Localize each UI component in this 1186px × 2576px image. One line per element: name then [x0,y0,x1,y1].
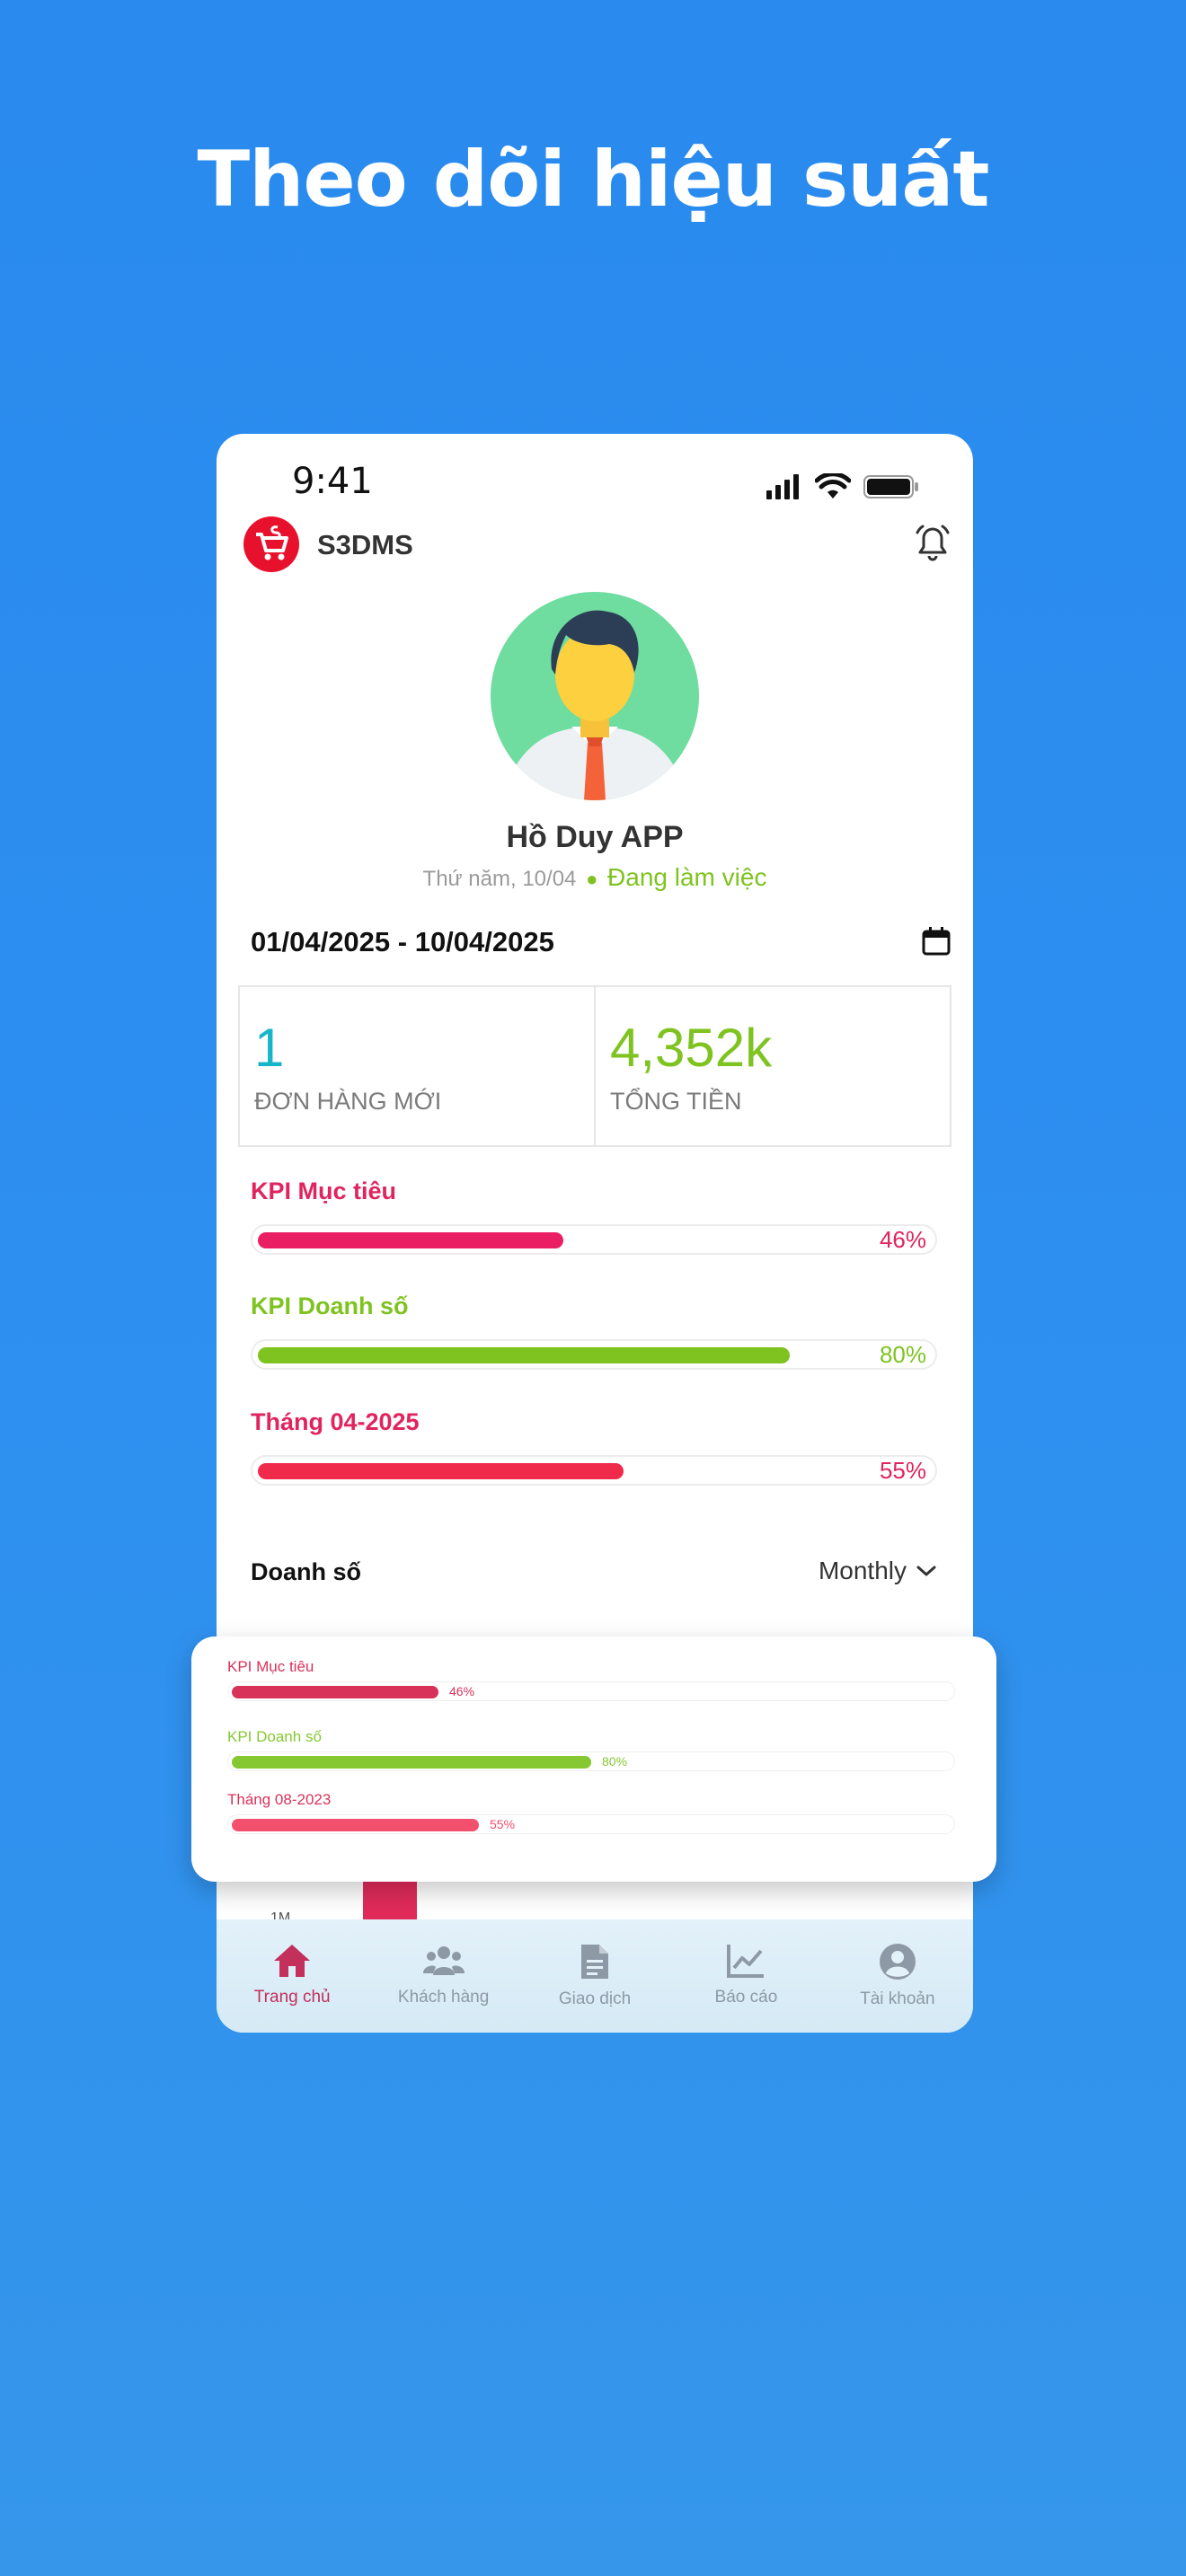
notification-button[interactable] [912,522,953,569]
nav-label: Trang chủ [253,1988,331,2007]
app-logo [243,516,299,572]
bell-icon [916,525,950,561]
status-time: 9:41 [292,461,373,502]
wifi-icon [815,473,851,498]
card-kpi-target: KPI Mục tiêu 46% [227,1658,955,1701]
card-progress-track: 55% [227,1814,955,1834]
user-date: 10/04 [522,867,577,891]
avatar[interactable] [491,592,699,800]
kpi-overlay-card: KPI Mục tiêu 46% KPI Doanh số 80% Tháng … [191,1636,996,1882]
card-progress-fill [232,1686,438,1698]
calendar-icon [922,927,951,956]
kpi-title: Tháng 04-2025 [251,1408,420,1435]
status-icons [766,473,919,500]
calendar-button[interactable] [921,926,951,961]
stat-label: TỔNG TIỀN [610,1088,742,1115]
signal-icon [766,474,799,499]
kpi-progress-fill [258,1463,624,1479]
kpi-title: KPI Doanh số [251,1292,409,1319]
card-progress-fill [232,1819,479,1831]
headline: Theo dõi hiệu suất [197,135,989,225]
card-kpi-sales: KPI Doanh số 80% [227,1728,955,1771]
user-meta: Thứ năm, 10/04 ● Đang làm việc [217,863,973,892]
user-status: Đang làm việc [607,863,767,891]
nav-reports[interactable]: Báo cáo [670,1919,821,2033]
stats-panel: 1 ĐƠN HÀNG MỚI 4,352k TỔNG TIỀN [238,985,951,1147]
period-dropdown-label: Monthly [818,1557,907,1584]
nav-transactions[interactable]: Giao dịch [519,1919,670,2033]
card-kpi-month: Tháng 08-2023 55% [227,1791,955,1834]
status-dot: ● [586,868,598,890]
nav-label: Báo cáo [714,1988,778,2007]
cart-logo-icon [256,525,288,560]
stat-value: 4,352k [610,1018,773,1078]
kpi-progress-track: 46% [251,1224,937,1255]
app-name: S3DMS [317,529,413,560]
card-progress-track: 80% [227,1751,955,1771]
document-icon [581,1945,609,1979]
kpi-progress-fill [258,1347,790,1363]
app-bar: S3DMS [243,516,953,581]
kpi-title: KPI Mục tiêu [251,1178,397,1204]
customers-icon [422,1946,465,1975]
home-icon [274,1945,311,1977]
card-progress-track: 46% [227,1681,955,1701]
nav-account[interactable]: Tài khoản [822,1919,973,2033]
kpi-target: KPI Mục tiêu 46% [251,1178,937,1255]
kpi-progress-track: 80% [251,1339,937,1370]
card-progress-fill [232,1756,591,1769]
card-kpi-title: Tháng 08-2023 [227,1791,332,1808]
user-name: Hồ Duy APP [506,820,684,854]
date-range[interactable]: 01/04/2025 - 10/04/2025 [251,926,554,957]
stat-label: ĐƠN HÀNG MỚI [254,1088,442,1115]
user-avatar-icon [509,610,681,800]
kpi-percent: 46% [879,1226,926,1253]
kpi-progress-track: 55% [251,1455,937,1486]
sales-title: Doanh số [251,1558,362,1585]
nav-label: Giao dịch [558,1989,632,2008]
kpi-month: Tháng 04-2025 55% [251,1408,937,1486]
card-kpi-percent: 80% [602,1754,628,1769]
chevron-down-icon [916,1566,936,1576]
stat-total-amount[interactable]: 4,352k TỔNG TIỀN [594,987,950,1145]
account-icon [879,1944,916,1980]
nav-label: Tài khoản [860,1989,935,2008]
kpi-progress-fill [258,1232,563,1248]
nav-home[interactable]: Trang chủ [217,1919,367,2033]
nav-customers[interactable]: Khách hàng [367,1919,518,2033]
kpi-percent: 80% [879,1341,926,1368]
bottom-nav: Trang chủ Khách hàng Giao dịch [217,1919,973,2033]
card-kpi-title: KPI Doanh số [227,1728,322,1745]
stat-value: 1 [254,1018,285,1078]
card-kpi-title: KPI Mục tiêu [227,1658,314,1675]
card-kpi-percent: 55% [490,1817,516,1831]
nav-label: Khách hàng [397,1988,490,2007]
stat-new-orders[interactable]: 1 ĐƠN HÀNG MỚI [240,987,594,1145]
card-kpi-percent: 46% [449,1684,475,1698]
chart-icon [727,1945,765,1978]
user-day: Thứ năm, [422,867,517,891]
period-dropdown[interactable]: Monthly [819,1557,937,1585]
kpi-percent: 55% [879,1457,926,1484]
battery-icon [863,475,918,498]
kpi-sales: KPI Doanh số 80% [251,1292,937,1370]
